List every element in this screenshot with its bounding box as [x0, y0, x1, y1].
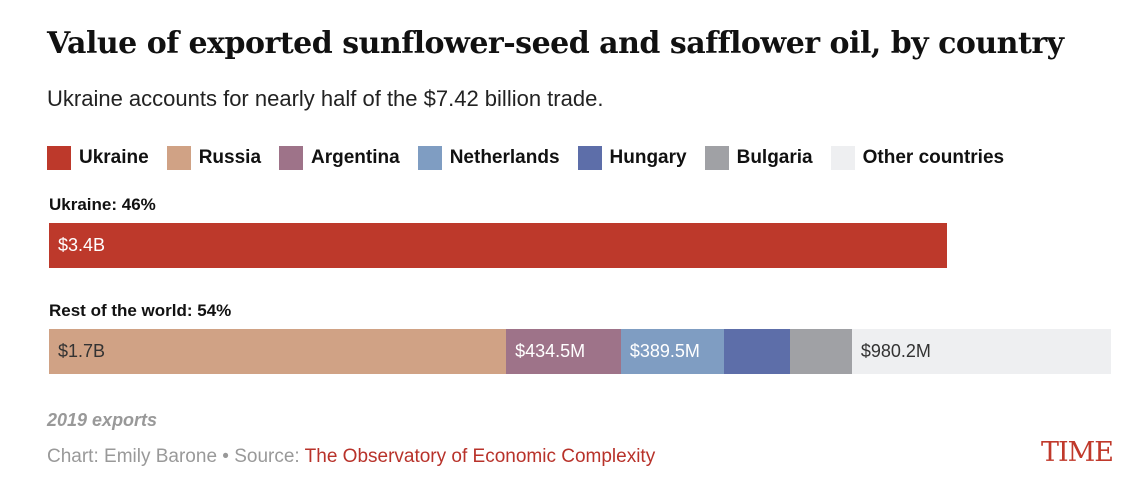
- credit-text: Chart: Emily Barone • Source:: [47, 446, 305, 467]
- bar-label-rest: Rest of the world: 54%: [49, 301, 232, 320]
- legend-swatch: [577, 146, 602, 170]
- legend-swatch: [704, 146, 729, 170]
- bar-rest-of-world: $1.7B $434.5M $389.5M $980.2M: [49, 329, 1111, 374]
- legend-label: Netherlands: [449, 147, 560, 168]
- legend-item-hungary: Hungary: [577, 146, 687, 170]
- bar-segment-hungary: [723, 329, 790, 374]
- legend-swatch: [417, 146, 442, 170]
- bar-segment-other-countries: $980.2M: [851, 329, 1111, 374]
- legend-item-other-countries: Other countries: [830, 146, 1005, 170]
- chart-subtitle: Ukraine accounts for nearly half of the …: [47, 86, 604, 111]
- credit-line: Chart: Emily Barone • Source: The Observ…: [47, 446, 655, 468]
- legend-label: Ukraine: [79, 147, 149, 168]
- source-link[interactable]: The Observatory of Economic Complexity: [304, 446, 656, 467]
- legend-swatch: [166, 146, 191, 170]
- legend-swatch: [830, 146, 855, 170]
- chart-note: 2019 exports: [47, 410, 158, 430]
- legend-item-russia: Russia: [166, 146, 262, 170]
- legend-item-ukraine: Ukraine: [47, 146, 149, 170]
- bar-segment-argentina: $434.5M: [506, 329, 621, 374]
- bar-segment-bulgaria: [789, 329, 852, 374]
- legend-item-argentina: Argentina: [279, 146, 400, 170]
- legend-item-netherlands: Netherlands: [417, 146, 560, 170]
- legend-item-bulgaria: Bulgaria: [704, 146, 813, 170]
- legend-label: Hungary: [609, 147, 687, 168]
- legend: Ukraine Russia Argentina Netherlands Hungary…: [47, 146, 1022, 170]
- legend-label: Other countries: [862, 147, 1005, 168]
- legend-swatch: [47, 146, 71, 170]
- legend-label: Bulgaria: [736, 147, 813, 168]
- time-logo: TIME: [1040, 437, 1114, 468]
- bar-label-ukraine: Ukraine: 46%: [49, 195, 156, 214]
- legend-label: Russia: [198, 147, 262, 168]
- legend-label: Argentina: [311, 147, 400, 168]
- bar-segment-netherlands: $389.5M: [620, 329, 724, 374]
- legend-swatch: [279, 146, 304, 170]
- bar-segment-ukraine: $3.4B: [49, 223, 948, 268]
- bar-ukraine: $3.4B: [49, 223, 948, 268]
- chart-title: Value of exported sunflower-seed and saf…: [47, 26, 1064, 61]
- bar-segment-russia: $1.7B: [49, 329, 507, 374]
